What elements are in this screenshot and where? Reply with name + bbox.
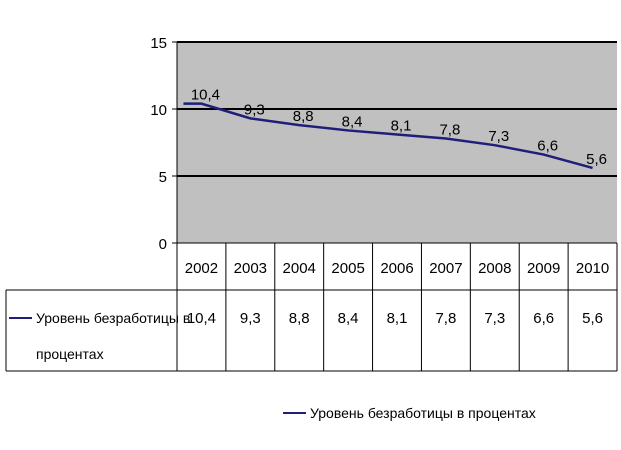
y-tick-label: 10 bbox=[150, 102, 167, 119]
legend-label: Уровень безработицы в процентах bbox=[310, 405, 536, 421]
x-tick-label: 2006 bbox=[380, 260, 413, 277]
x-tick-label: 2010 bbox=[576, 260, 609, 277]
y-tick-label: 15 bbox=[150, 35, 167, 52]
table-cell-value: 5,6 bbox=[582, 310, 603, 327]
data-label: 7,8 bbox=[439, 121, 460, 138]
plot-area bbox=[177, 42, 617, 243]
data-label: 8,1 bbox=[391, 117, 412, 134]
x-tick-label: 2003 bbox=[234, 260, 267, 277]
table-row-label-line1: Уровень безработицы в bbox=[36, 310, 190, 326]
table-cell-value: 7,3 bbox=[484, 310, 505, 327]
data-label: 7,3 bbox=[488, 128, 509, 145]
table-cell-value: 7,8 bbox=[435, 310, 456, 327]
series-line bbox=[183, 102, 593, 170]
x-tick-label: 2004 bbox=[283, 260, 316, 277]
data-label: 9,3 bbox=[244, 101, 265, 118]
x-tick-label: 2002 bbox=[185, 260, 218, 277]
table-row-label-line2: процентах bbox=[36, 346, 104, 362]
data-label: 10,4 bbox=[191, 87, 220, 104]
x-tick-label: 2007 bbox=[429, 260, 462, 277]
table-cell-value: 6,6 bbox=[533, 310, 554, 327]
x-tick-label: 2008 bbox=[478, 260, 511, 277]
data-label: 8,4 bbox=[342, 113, 363, 130]
table-cell-value: 9,3 bbox=[240, 310, 261, 327]
table-cell-value: 10,4 bbox=[187, 310, 216, 327]
data-label: 6,6 bbox=[537, 138, 558, 155]
data-label: 5,6 bbox=[586, 151, 607, 168]
table-cell-value: 8,1 bbox=[387, 310, 408, 327]
y-tick-label: 0 bbox=[159, 236, 167, 253]
x-tick-label: 2005 bbox=[331, 260, 364, 277]
table-cell-value: 8,8 bbox=[289, 310, 310, 327]
data-label: 8,8 bbox=[293, 108, 314, 125]
table-cell-value: 8,4 bbox=[338, 310, 359, 327]
x-tick-label: 2009 bbox=[527, 260, 560, 277]
y-tick-label: 5 bbox=[159, 169, 167, 186]
